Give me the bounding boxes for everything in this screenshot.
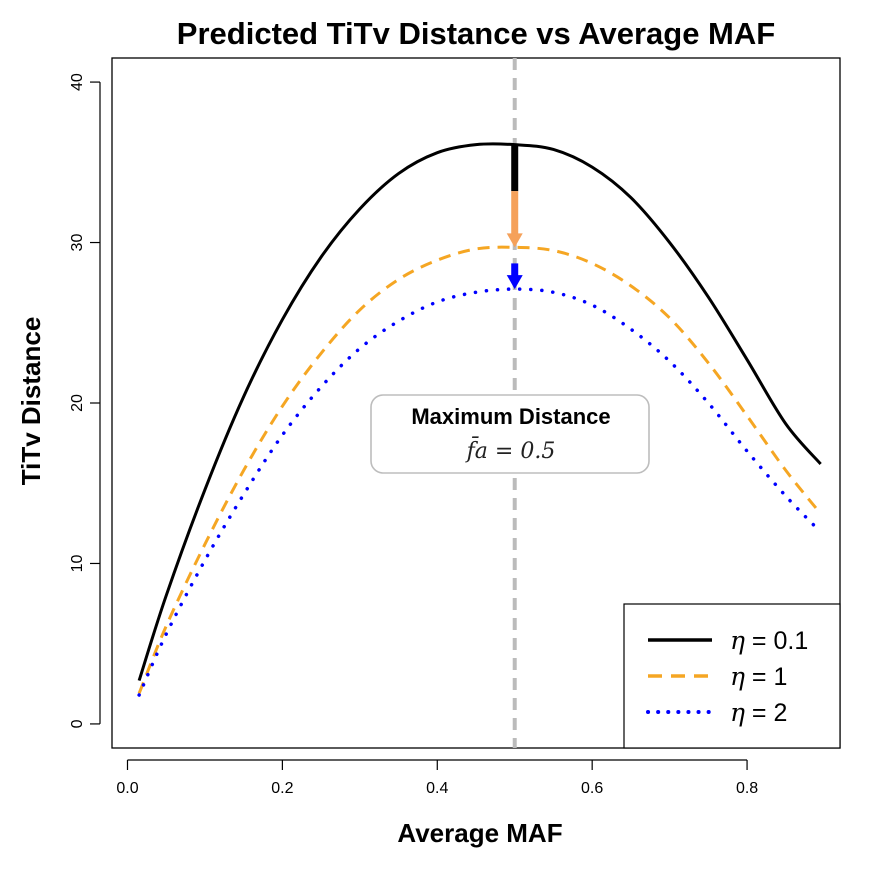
annotation-box-frame	[370, 394, 650, 474]
y-tick-label: 40	[69, 73, 86, 91]
series-line-eta-0-1	[137, 142, 822, 682]
x-tick-label: 0.2	[271, 780, 293, 797]
legend-label: η = 1	[730, 662, 787, 691]
y-tick-label: 20	[69, 394, 86, 412]
annotation-title: Maximum Distance	[411, 404, 610, 429]
x-tick-label: 0.0	[116, 780, 138, 797]
x-tick-label: 0.8	[736, 780, 758, 797]
x-tick-label: 0.6	[581, 780, 603, 797]
axis-ticks: 0.0 0.2 0.4 0.6 0.8 0 10 20 30 40	[69, 73, 758, 797]
chart-title: Predicted TiTv Distance vs Average MAF	[177, 16, 775, 51]
y-tick-label: 10	[69, 554, 86, 572]
series-line-eta-1	[137, 245, 822, 694]
curves	[137, 142, 822, 697]
y-tick-label: 0	[69, 719, 86, 728]
x-axis-title: Average MAF	[397, 818, 562, 848]
peak-arrows	[506, 144, 523, 290]
annotation-formula: f̄a = 0.5	[465, 436, 556, 464]
x-tick-label: 0.4	[426, 780, 448, 797]
y-tick-label: 30	[69, 234, 86, 252]
arrow-head-2	[506, 275, 523, 290]
legend-label: η = 0.1	[730, 626, 808, 655]
legend-label: η = 2	[730, 698, 787, 727]
arrow-head-1	[506, 233, 523, 248]
annotation-box: Maximum Distance f̄a = 0.5	[370, 394, 650, 474]
y-axis-title: TiTv Distance	[16, 317, 46, 486]
legend: η = 0.1 η = 1 η = 2	[623, 603, 841, 749]
plot-frame	[111, 57, 841, 749]
